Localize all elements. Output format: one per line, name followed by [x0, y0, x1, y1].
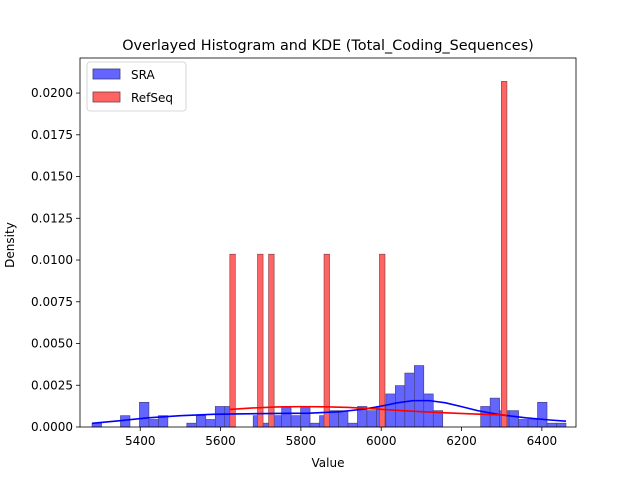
bar-sra-6 [148, 419, 159, 428]
x-axis-ticks: 5400 5600 5800 6000 6200 6400 [125, 427, 557, 448]
y-axis-ticks: 0.0000 0.0025 0.0050 0.0075 0.0100 0.0125 0.01… [31, 86, 80, 434]
x-tick-label: 5400 [125, 434, 156, 448]
bar-refseq-0 [229, 253, 236, 428]
y-tick-label: 0.0200 [31, 86, 73, 100]
legend-label-sra: SRA [131, 68, 155, 82]
x-tick-label: 5600 [205, 434, 236, 448]
bar-sra-12 [205, 419, 216, 428]
y-axis-label: Density [3, 222, 17, 268]
x-tick-label: 6200 [446, 434, 477, 448]
bar-sra-5 [139, 401, 150, 428]
bar-refseq-7 [268, 253, 275, 428]
legend-swatch-sra [92, 68, 121, 80]
bar-sra-34 [414, 365, 425, 428]
kde-line-sra [91, 399, 567, 425]
y-tick-label: 0.0125 [31, 211, 73, 225]
bar-sra-13 [214, 406, 226, 428]
bar-sra-32 [395, 385, 406, 428]
bar-sra-27 [347, 422, 358, 428]
y-tick-label: 0.0150 [31, 170, 73, 184]
axes-frame [79, 57, 577, 428]
bar-sra-35 [423, 393, 434, 428]
bar-sra-47 [537, 401, 548, 428]
bar-sra-23 [309, 422, 320, 428]
bar-sra-26 [338, 410, 349, 428]
y-tick-label: 0.0100 [31, 253, 73, 267]
y-tick-label: 0.0000 [31, 420, 73, 434]
bar-sra-44 [508, 410, 519, 428]
legend-label-refseq: RefSeq [131, 91, 173, 105]
x-tick-label: 5800 [286, 434, 317, 448]
bar-sra-46 [527, 419, 538, 428]
bar-refseq-5 [257, 253, 264, 428]
x-tick-label: 6400 [527, 434, 558, 448]
y-tick-label: 0.0050 [31, 337, 73, 351]
bar-sra-3 [120, 415, 131, 428]
y-tick-label: 0.0025 [31, 378, 73, 392]
bar-sra-25 [328, 410, 339, 428]
bar-sra-29 [366, 410, 377, 428]
bar-sra-20 [281, 406, 292, 428]
bar-sra-21 [290, 415, 301, 428]
bar-sra-41 [480, 406, 491, 428]
y-tick-label: 0.0175 [31, 128, 73, 142]
bar-sra-11 [196, 415, 207, 428]
bar-sra-49 [556, 422, 567, 428]
chart-title: Overlayed Histogram and KDE (Total_Codin… [122, 38, 534, 54]
bar-refseq-17 [323, 253, 330, 428]
x-tick-label: 6000 [366, 434, 397, 448]
kde-layer [91, 399, 567, 425]
bar-refseq-49 [501, 81, 508, 428]
bar-sra-10 [186, 422, 197, 428]
bar-sra-48 [546, 422, 557, 428]
bar-sra-22 [300, 406, 311, 428]
legend-swatch-refseq [92, 91, 121, 103]
bar-sra-45 [518, 419, 529, 428]
kde-line-refseq [229, 405, 507, 416]
bar-refseq-27 [379, 253, 386, 428]
y-tick-label: 0.0075 [31, 295, 73, 309]
legend: SRA RefSeq [86, 61, 187, 112]
x-axis-label: Value [312, 456, 345, 470]
